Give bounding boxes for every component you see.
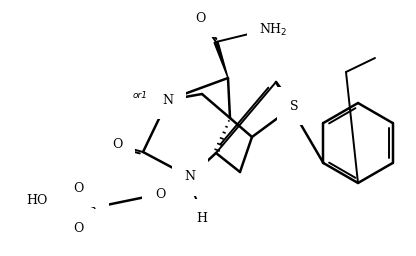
Text: O: O <box>195 12 205 25</box>
Text: O: O <box>112 138 122 152</box>
Text: O: O <box>73 182 83 195</box>
Text: or1: or1 <box>133 91 148 101</box>
Text: H: H <box>196 211 208 225</box>
Text: O: O <box>155 187 165 200</box>
Text: N: N <box>163 93 173 106</box>
Text: NH$_2$: NH$_2$ <box>259 22 287 38</box>
Text: O: O <box>73 221 83 234</box>
Polygon shape <box>214 41 228 78</box>
Text: N: N <box>185 170 196 184</box>
Text: S: S <box>290 100 298 112</box>
Text: HO: HO <box>27 195 48 208</box>
Text: S: S <box>88 201 96 215</box>
